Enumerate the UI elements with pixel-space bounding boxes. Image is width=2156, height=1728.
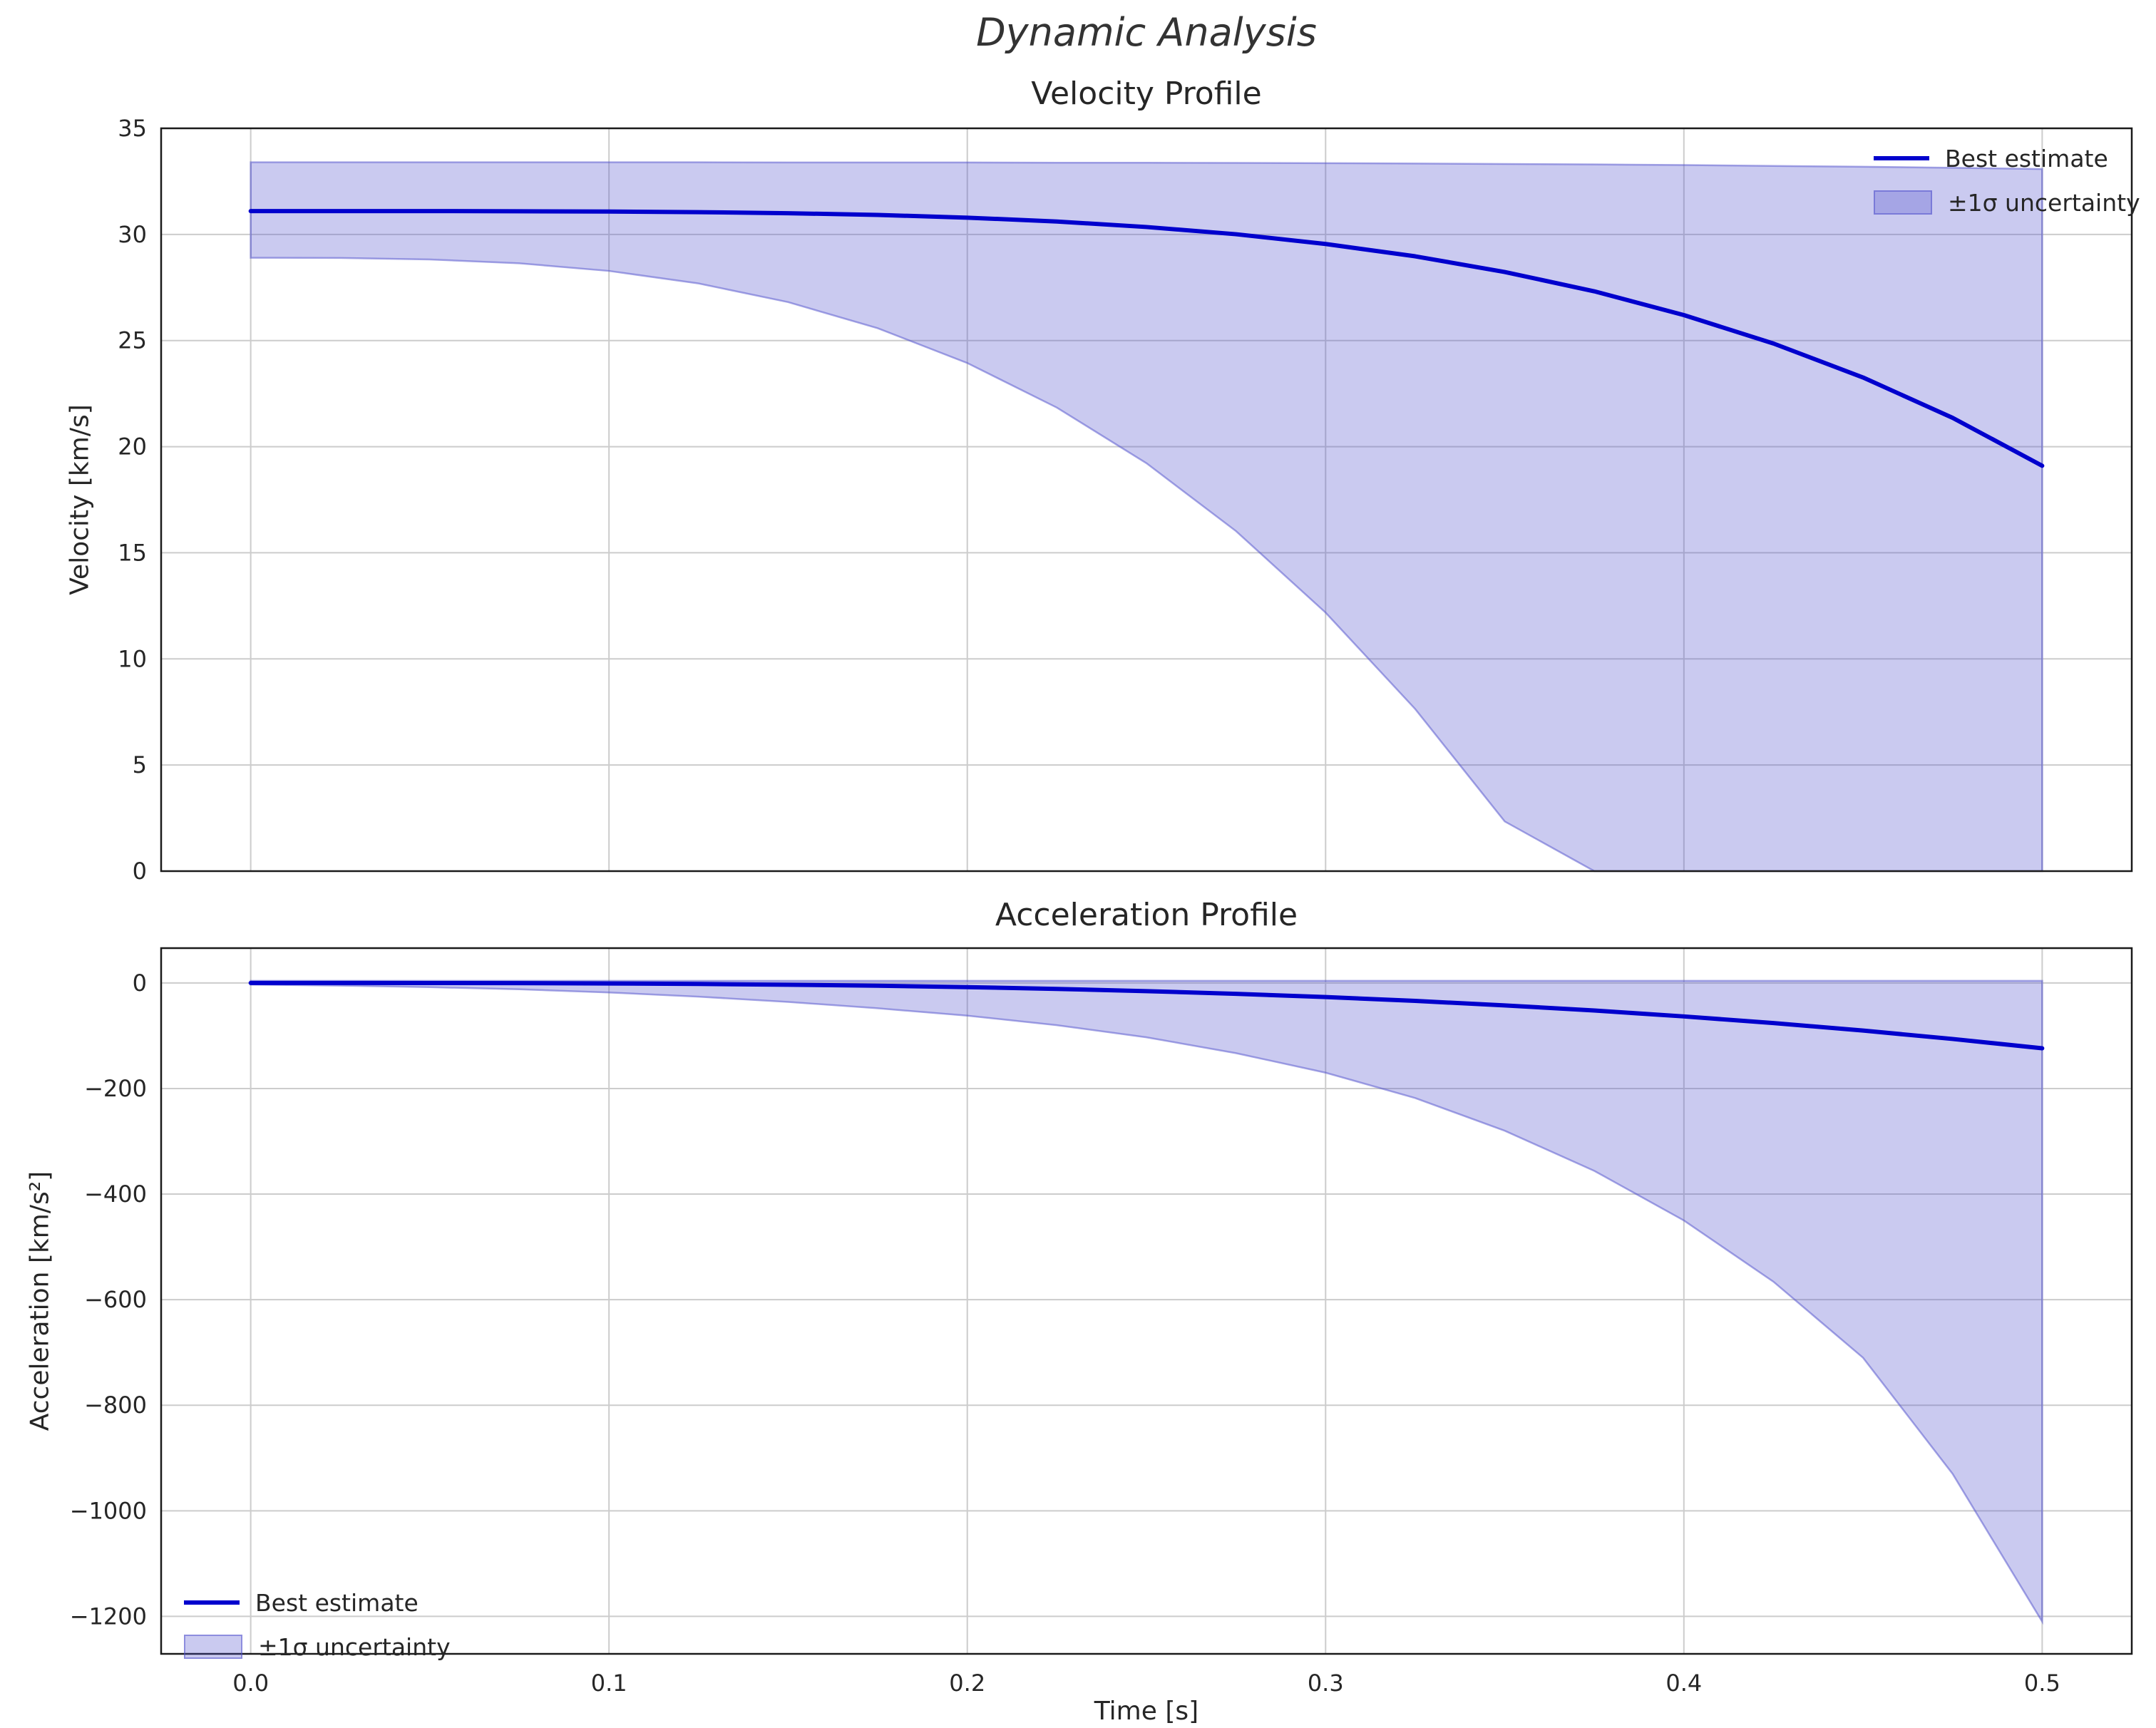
legend-entry-uncertainty: ±1σ uncertainty xyxy=(1874,187,2140,218)
y-tick-label: −1000 xyxy=(70,1497,147,1524)
acceleration-plot-title: Acceleration Profile xyxy=(995,897,1298,933)
axes-spines xyxy=(160,127,2133,873)
y-tick-label: 10 xyxy=(118,645,147,672)
band-swatch-icon xyxy=(1874,190,1932,215)
legend-line-label: Best estimate xyxy=(255,1588,419,1617)
acceleration-legend: Best estimate ±1σ uncertainty xyxy=(184,1587,451,1662)
figure-title: Dynamic Analysis xyxy=(976,10,1317,55)
series-line xyxy=(248,209,2045,468)
acceleration-plot-canvas: 0 −200 −400 −600 −800 −1000 −1200 0.0 0.1 0.2 0.3 0… xyxy=(70,947,2133,1697)
line-swatch-icon xyxy=(184,1600,240,1605)
x-tick-label: 0.3 xyxy=(1308,1670,1344,1697)
x-tick-label: 0.1 xyxy=(591,1670,627,1697)
x-tick-label: 0.2 xyxy=(949,1670,985,1697)
velocity-legend: Best estimate ±1σ uncertainty xyxy=(1874,143,2140,218)
y-tick-label: 5 xyxy=(133,751,147,778)
y-tick-label: 35 xyxy=(118,115,147,142)
legend-entry-uncertainty: ±1σ uncertainty xyxy=(184,1631,451,1662)
y-tick-label: −1200 xyxy=(70,1603,147,1630)
x-tick-label: 0.4 xyxy=(1665,1670,1702,1697)
band-swatch-icon xyxy=(184,1635,242,1659)
x-tick-label: 0.5 xyxy=(2024,1670,2060,1697)
legend-line-label: Best estimate xyxy=(1945,144,2108,173)
y-tick-label: 25 xyxy=(118,327,147,354)
y-tick-label: 30 xyxy=(118,221,147,248)
y-tick-label: −400 xyxy=(84,1181,147,1208)
line-swatch-icon xyxy=(1874,156,1929,160)
series-line xyxy=(248,980,2045,1051)
y-tick-label: −800 xyxy=(84,1392,147,1419)
x-axis-label: Time [s] xyxy=(1094,1697,1199,1726)
y-tick-label: −200 xyxy=(84,1075,147,1102)
legend-entry-best-estimate: Best estimate xyxy=(1874,143,2140,174)
y-tick-label: 0 xyxy=(133,858,147,885)
velocity-plot-title: Velocity Profile xyxy=(1031,76,1262,112)
y-tick-label: 20 xyxy=(118,433,147,461)
axes-spines xyxy=(160,947,2133,1655)
y-tick-label: 15 xyxy=(118,539,147,566)
y-tick-label: −600 xyxy=(84,1286,147,1313)
legend-band-label: ±1σ uncertainty xyxy=(258,1632,451,1661)
uncertainty-band xyxy=(250,979,2043,1625)
velocity-plot-canvas: 0 5 10 15 20 25 30 35 xyxy=(118,115,2133,885)
legend-band-label: ±1σ uncertainty xyxy=(1948,188,2140,217)
y-tick-label: 0 xyxy=(133,970,147,997)
legend-entry-best-estimate: Best estimate xyxy=(184,1587,451,1618)
x-tick-label: 0.0 xyxy=(232,1670,269,1697)
